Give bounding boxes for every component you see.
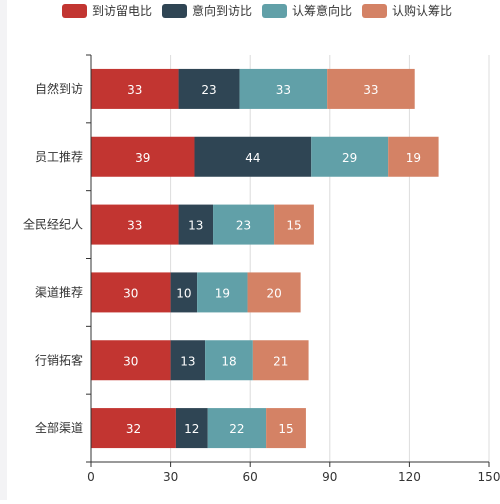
bar-label-3-0: 30: [123, 286, 138, 300]
x-tick-label-120: 120: [398, 470, 421, 484]
bar-5-1[interactable]: [175, 408, 208, 449]
legend-item-3[interactable]: 认购认筹比: [362, 3, 452, 18]
y-category-label-5: 全部渠道: [35, 420, 83, 435]
bar-2-0[interactable]: [91, 204, 179, 245]
bar-label-5-1: 12: [184, 422, 199, 436]
bar-1-0[interactable]: [91, 136, 195, 177]
bar-label-2-2: 23: [236, 219, 251, 233]
legend-swatch-2: [262, 4, 287, 18]
bar-label-3-1: 10: [176, 286, 191, 300]
y-category-label-3: 渠道推荐: [35, 285, 83, 299]
x-tick-label-150: 150: [478, 470, 500, 484]
bar-1-2[interactable]: [311, 136, 389, 177]
bar-label-1-0: 39: [135, 151, 150, 165]
bar-0-3[interactable]: [327, 68, 415, 109]
bar-2-3[interactable]: [274, 204, 314, 245]
bar-0-2[interactable]: [239, 68, 328, 109]
bar-2-2[interactable]: [213, 204, 275, 245]
legend-label-2: 认筹意向比: [292, 3, 352, 18]
x-tick-label-90: 90: [322, 470, 337, 484]
legend-swatch-0: [62, 4, 87, 18]
bar-1-3[interactable]: [388, 136, 439, 177]
bar-label-3-2: 19: [215, 286, 230, 300]
legend-item-2[interactable]: 认筹意向比: [262, 3, 352, 18]
bar-5-0[interactable]: [91, 408, 176, 449]
bar-3-2[interactable]: [197, 272, 248, 313]
bar-5-3[interactable]: [266, 408, 306, 449]
left-edge-strip: [0, 0, 7, 500]
legend-swatch-3: [362, 4, 387, 18]
y-category-label-4: 行销拓客: [35, 352, 83, 367]
bar-4-1[interactable]: [170, 340, 206, 381]
bar-4-2[interactable]: [205, 340, 253, 381]
bar-label-1-3: 19: [406, 151, 421, 165]
legend-item-0[interactable]: 到访留电比: [62, 4, 152, 18]
legend: 到访留电比 意向到访比 认筹意向比 认购认筹比: [62, 3, 452, 18]
bar-label-2-3: 15: [286, 219, 301, 233]
bar-0-0[interactable]: [91, 68, 179, 109]
grid-lines: [170, 55, 490, 462]
bar-label-4-0: 30: [123, 354, 138, 368]
bar-0-1[interactable]: [178, 68, 240, 109]
bar-label-0-3: 33: [363, 83, 378, 97]
bar-4-3[interactable]: [252, 340, 309, 381]
bar-label-1-2: 29: [342, 151, 357, 165]
bar-label-0-0: 33: [127, 83, 142, 97]
y-category-label-1: 员工推荐: [35, 150, 83, 164]
bar-2-1[interactable]: [178, 204, 214, 245]
bar-label-5-0: 32: [126, 422, 141, 436]
bar-5-2[interactable]: [207, 408, 267, 449]
bar-3-0[interactable]: [91, 272, 171, 313]
bar-3-3[interactable]: [247, 272, 301, 313]
bar-3-1[interactable]: [170, 272, 198, 313]
y-category-label-0: 自然到访: [35, 81, 83, 96]
legend-swatch-1: [162, 4, 187, 18]
bar-label-0-1: 23: [201, 83, 216, 97]
x-tick-label-30: 30: [163, 470, 178, 484]
bar-label-2-1: 13: [188, 219, 203, 233]
legend-item-1[interactable]: 意向到访比: [162, 3, 252, 18]
bar-label-4-3: 21: [273, 354, 288, 368]
x-tick-label-0: 0: [87, 470, 95, 484]
x-tick-label-60: 60: [243, 470, 258, 484]
legend-label-3: 认购认筹比: [392, 3, 452, 18]
bar-label-4-2: 18: [221, 354, 236, 368]
bar-label-3-3: 20: [266, 286, 281, 300]
bar-label-5-2: 22: [229, 422, 244, 436]
bar-label-4-1: 13: [180, 354, 195, 368]
bar-label-5-3: 15: [278, 422, 293, 436]
bars: 33 23 33 33 39 44 29 19 33 13 23 15 30 10 19 20 30 13 18 21…: [91, 68, 439, 449]
legend-label-0: 到访留电比: [92, 4, 152, 18]
y-category-label-2: 全民经纪人: [23, 217, 83, 232]
bar-4-0[interactable]: [91, 340, 171, 381]
bar-1-1[interactable]: [194, 136, 312, 177]
bar-label-2-0: 33: [127, 219, 142, 233]
bar-label-0-2: 33: [276, 83, 291, 97]
bar-label-1-1: 44: [245, 151, 260, 165]
legend-label-1: 意向到访比: [192, 3, 252, 18]
